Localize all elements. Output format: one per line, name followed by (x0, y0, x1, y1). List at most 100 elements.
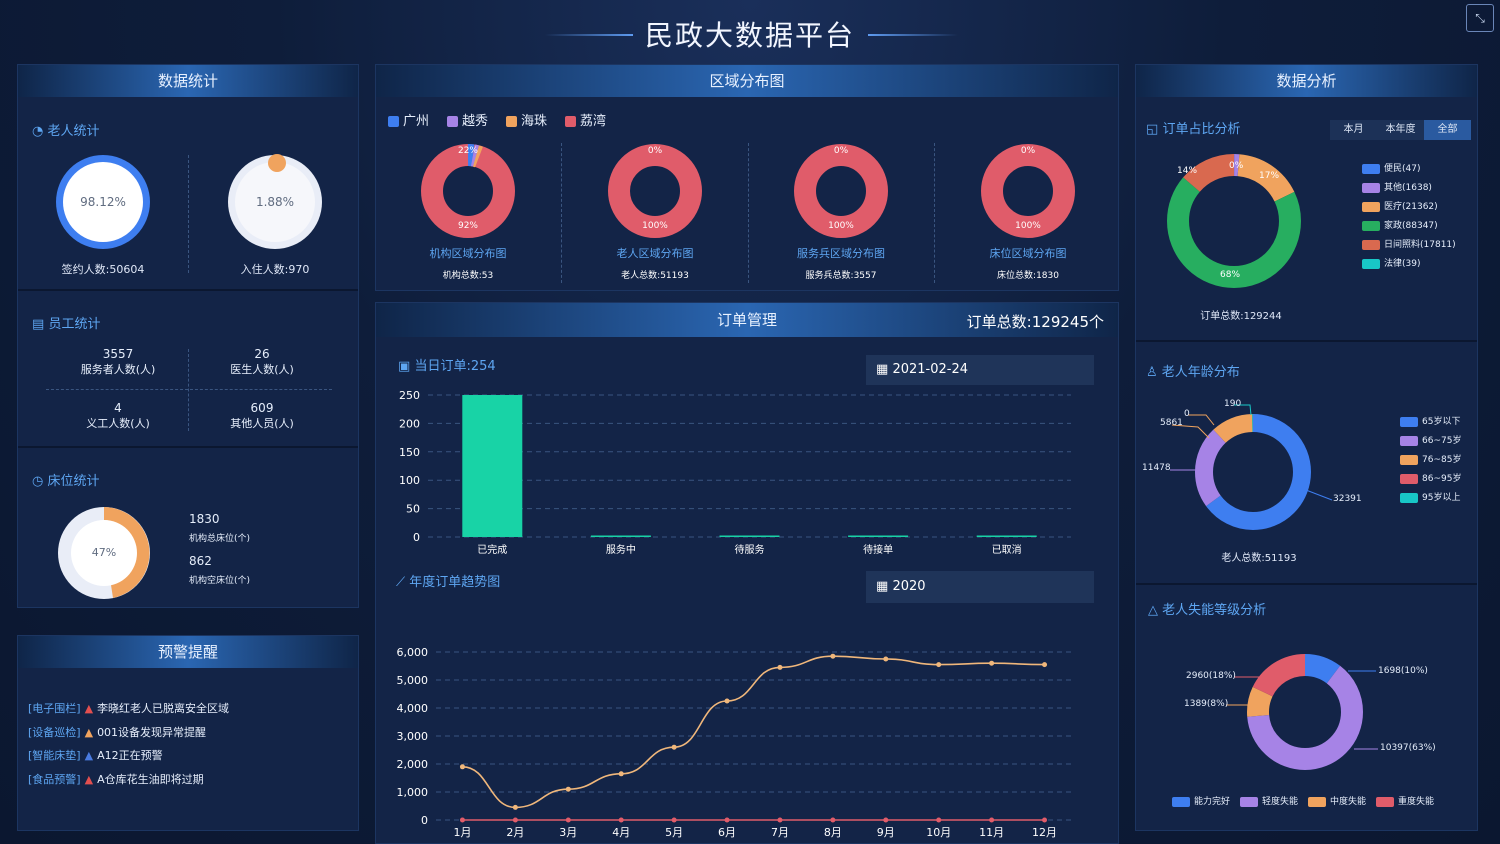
data-point (1042, 662, 1048, 668)
legend-item[interactable]: 95岁以上 (1400, 490, 1461, 509)
legend-item[interactable]: 重度失能 (1376, 796, 1435, 807)
year-title-text: 年度订单趋势图 (409, 575, 501, 590)
legend-label: 66~75岁 (1422, 436, 1462, 446)
alert-tag: [设备巡检] (28, 725, 81, 739)
legend-item[interactable]: 76~85岁 (1400, 452, 1461, 471)
fullscreen-button[interactable]: ⤡ (1466, 4, 1494, 32)
legend-item[interactable]: 海珠 (506, 114, 547, 129)
bar (462, 395, 523, 537)
data-point (936, 662, 942, 668)
region-panel: 区域分布图 广州 越秀 海珠 荔湾 22% 92% 机构区域分布图 机构总数:53 0% 100… (375, 64, 1119, 291)
legend-item[interactable]: 日间照料(17811) (1362, 237, 1456, 256)
alert-tag: [智能床垫] (28, 749, 81, 762)
y-tick-label: 0 (421, 814, 428, 827)
region-donut (794, 144, 888, 238)
section-separator (18, 446, 358, 448)
y-tick-label: 100 (399, 474, 420, 487)
date-value: 2021-02-24 (892, 362, 968, 377)
staff-label: 服务者人数(人) (80, 363, 156, 376)
legend-item[interactable]: 越秀 (447, 114, 488, 129)
legend-label: 65岁以下 (1422, 417, 1461, 427)
series-line (462, 655, 1045, 809)
alert-item[interactable]: [食品预警] ▲ A仓库花生油即将过期 (28, 771, 354, 795)
ability-label: 10397(63%) (1380, 743, 1436, 753)
section-separator (1136, 340, 1477, 342)
legend-item[interactable]: 家政(88347) (1362, 218, 1456, 237)
legend-item[interactable]: 其他(1638) (1362, 180, 1456, 199)
divider (46, 389, 332, 390)
order-label: 17% (1259, 171, 1280, 181)
legend-item[interactable]: 荔湾 (565, 114, 606, 129)
ability-label: 1698(10%) (1378, 666, 1428, 676)
x-tick-label: 已完成 (477, 543, 507, 556)
donut-ring (794, 144, 888, 238)
legend-item[interactable]: 轻度失能 (1240, 796, 1298, 807)
orders-panel-title: 订单管理 (376, 303, 1118, 337)
legend-item[interactable]: 医疗(21362) (1362, 199, 1456, 218)
legend-swatch (1172, 796, 1190, 807)
triangle-icon: △ (1148, 603, 1158, 618)
legend-item[interactable]: 法律(39) (1362, 256, 1456, 275)
data-point (1042, 817, 1048, 823)
legend-label: 95岁以上 (1422, 493, 1461, 503)
year-picker[interactable]: ▦ 2020 (866, 571, 1094, 603)
legend-item[interactable]: 中度失能 (1308, 796, 1366, 807)
age-label: 11478 (1142, 463, 1171, 473)
donut-slice (1195, 414, 1311, 530)
today-title-text: 当日订单:254 (414, 359, 496, 374)
alert-item[interactable]: [智能床垫] ▲ A12正在预警 (28, 747, 354, 771)
person-icon: ♙ (1146, 365, 1158, 380)
legend-swatch (506, 116, 518, 127)
order-label: 14% (1177, 166, 1198, 176)
donut-total: 服务兵总数:3557 (805, 271, 877, 281)
legend-item[interactable]: 65岁以下 (1400, 414, 1461, 433)
x-tick-label: 4月 (612, 826, 630, 839)
donut-name: 床位区域分布图 (989, 247, 1067, 260)
donut-top-label: 22% (457, 146, 478, 156)
donut-slice (472, 145, 483, 168)
legend-item[interactable]: 能力完好 (1172, 796, 1230, 807)
legend-swatch (1400, 492, 1418, 503)
signed-label: 签约人数:50604 (61, 263, 145, 276)
stats-panel: 数据统计 ◔ 老人统计 98.12% 签约人数:50604 1.88% 入住人数… (17, 64, 359, 608)
y-tick-label: 2,000 (397, 758, 429, 771)
data-point (830, 653, 836, 659)
staff-item: 4 义工人数(人) (58, 401, 178, 431)
age-label: 190 (1224, 399, 1242, 409)
staff-item: 609 其他人员(人) (202, 401, 322, 431)
calendar-icon: ▦ (876, 579, 889, 594)
data-point (671, 744, 677, 750)
section-separator (1136, 583, 1477, 585)
legend-item[interactable]: 66~75岁 (1400, 433, 1461, 452)
warning-icon: ▲ (84, 725, 94, 739)
region-donut (981, 144, 1075, 238)
donut-total: 机构总数:53 (442, 271, 494, 281)
analysis-panel-title: 数据分析 (1136, 65, 1477, 97)
donut-ring (421, 144, 515, 238)
legend-item[interactable]: 86~95岁 (1400, 471, 1461, 490)
x-tick-label: 服务中 (606, 543, 636, 556)
donut-top-label: 0% (1020, 146, 1036, 156)
legend-label: 重度失能 (1398, 797, 1435, 807)
tab-all[interactable]: 全部 (1424, 120, 1471, 140)
donut-slice (1167, 154, 1301, 288)
alert-item[interactable]: [电子围栏] ▲ 李晓红老人已脱离安全区域 (28, 700, 354, 724)
tab-year[interactable]: 本年度 (1377, 120, 1424, 140)
legend-item[interactable]: 广州 (388, 114, 429, 129)
y-tick-label: 3,000 (397, 730, 429, 743)
tab-month[interactable]: 本月 (1330, 120, 1377, 140)
alert-item[interactable]: [设备巡检] ▲ 001设备发现异常提醒 (28, 724, 354, 748)
legend-item[interactable]: 便民(47) (1362, 161, 1456, 180)
x-tick-label: 9月 (877, 826, 895, 839)
trend-icon: ⟋ (396, 575, 406, 590)
title-line-right (868, 34, 958, 36)
beds-title-text: 床位统计 (47, 474, 100, 489)
beds-empty-label: 机构空床位(个) (189, 576, 251, 586)
staff-value: 4 (114, 401, 122, 415)
legend-label: 76~85岁 (1422, 455, 1462, 465)
elderly-section-title: ◔ 老人统计 (32, 120, 100, 139)
legend-label: 便民(47) (1384, 164, 1421, 174)
date-picker[interactable]: ▦ 2021-02-24 (866, 355, 1094, 385)
region-donut (608, 144, 702, 238)
